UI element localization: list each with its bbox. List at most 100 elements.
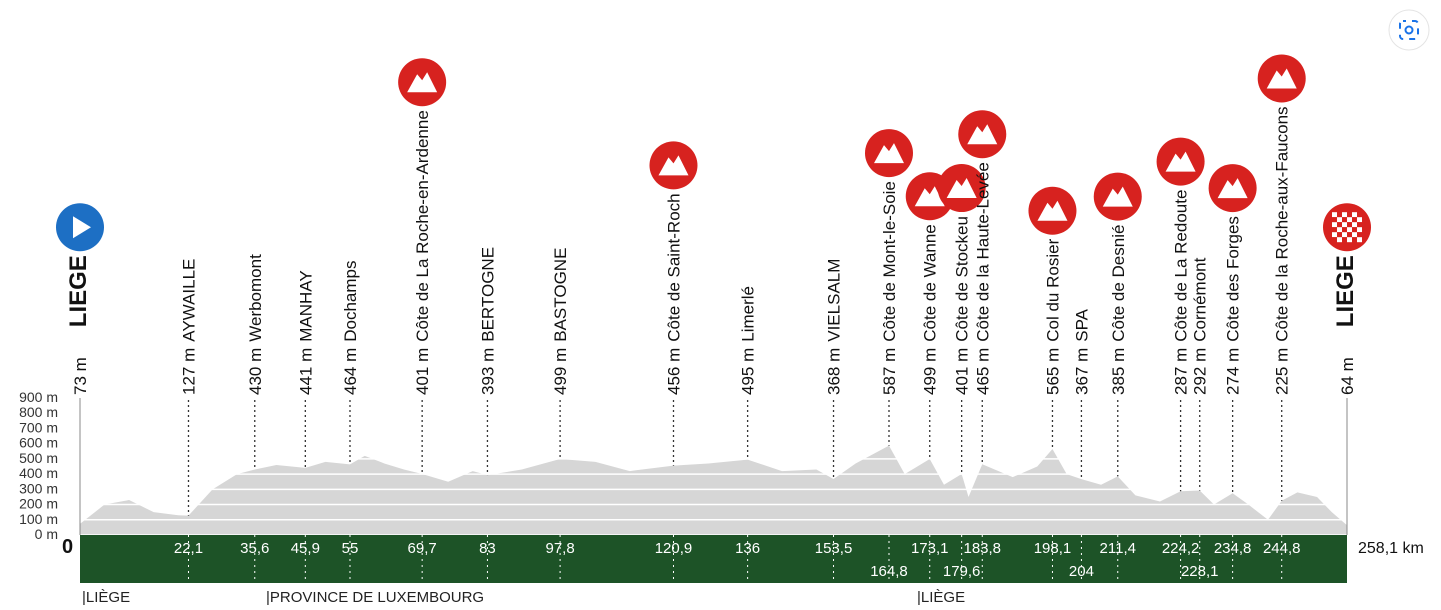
climb-icon <box>873 143 904 164</box>
km-label: 55 <box>342 540 359 557</box>
waypoint-label: 464 m Dochamps <box>341 260 360 395</box>
climb-icon <box>1037 200 1068 221</box>
waypoint-label: 73 m LIEGE <box>65 255 92 395</box>
finish-icon <box>1357 232 1362 238</box>
finish-icon <box>1352 217 1357 223</box>
y-tick-label: 600 m <box>19 435 58 451</box>
finish-icon <box>1352 227 1357 233</box>
waypoint-label: 393 m BERTOGNE <box>478 247 497 395</box>
waypoint-label: 499 m Côte de Wanne <box>921 224 940 395</box>
km-label: 69,7 <box>408 540 437 557</box>
waypoint-label: 499 m BASTOGNE <box>551 248 570 395</box>
km-label: 120,9 <box>655 540 693 557</box>
waypoint-elevation: 441 m <box>296 348 315 395</box>
finish-icon <box>1357 217 1362 223</box>
y-tick-label: 100 m <box>19 511 58 527</box>
climb-icon <box>1165 151 1196 172</box>
screenshot-button[interactable] <box>1388 9 1430 51</box>
waypoint-name: VIELSALM <box>825 259 844 342</box>
waypoint-elevation: 64 m <box>1338 357 1357 395</box>
km-label: 22,1 <box>174 540 203 557</box>
finish-icon <box>1332 227 1337 233</box>
waypoint-name: Côte de Wanne <box>921 224 940 342</box>
y-tick-label: 400 m <box>19 465 58 481</box>
km-label: 258,1 km <box>1358 540 1424 557</box>
finish-icon <box>1357 212 1362 218</box>
waypoint-elevation: 292 m <box>1191 348 1210 395</box>
waypoint-elevation: 367 m <box>1072 348 1091 395</box>
km-label: 228,1 <box>1181 563 1219 580</box>
waypoint-name: AYWAILLE <box>179 259 198 342</box>
finish-icon <box>1342 217 1347 223</box>
waypoint-elevation: 225 m <box>1273 348 1292 395</box>
y-tick-label: 800 m <box>19 404 58 420</box>
region-label: |LIÈGE <box>82 589 130 606</box>
waypoint-name: MANHAY <box>296 270 315 341</box>
waypoint-elevation: 368 m <box>825 348 844 395</box>
waypoint-elevation: 430 m <box>246 348 265 395</box>
waypoint-elevation: 565 m <box>1043 348 1062 395</box>
waypoint-elevation: 499 m <box>551 348 570 395</box>
finish-icon <box>1342 212 1347 218</box>
finish-icon <box>1357 227 1362 233</box>
waypoint-name: Côte de La Roche-en-Ardenne <box>413 110 432 342</box>
region-label: |PROVINCE DE LUXEMBOURG <box>266 589 484 606</box>
waypoint-name: Cornémont <box>1191 257 1210 341</box>
waypoint-name: LIEGE <box>1332 255 1359 327</box>
finish-icon <box>1332 237 1337 243</box>
waypoint-elevation: 465 m <box>973 348 992 395</box>
waypoint-label: 495 m Limerlé <box>739 286 758 395</box>
waypoint-elevation: 499 m <box>921 348 940 395</box>
waypoint-name: Côte de Stockeu <box>953 216 972 342</box>
waypoint-elevation: 456 m <box>664 348 683 395</box>
waypoint-label: 225 m Côte de la Roche-aux-Faucons <box>1273 106 1292 395</box>
finish-icon <box>1332 212 1337 218</box>
km-label: 234,8 <box>1214 540 1252 557</box>
finish-icon <box>1347 222 1352 228</box>
waypoint-elevation: 393 m <box>478 348 497 395</box>
elevation-area <box>80 445 1347 535</box>
waypoint-elevation: 385 m <box>1109 348 1128 395</box>
finish-icon <box>1332 217 1337 223</box>
waypoint-label: 274 m Côte des Forges <box>1224 216 1243 395</box>
waypoint-label: 64 m LIEGE <box>1332 255 1359 395</box>
waypoint-name: BERTOGNE <box>478 247 497 342</box>
waypoint-name: Limerlé <box>739 286 758 342</box>
waypoint-label: 401 m Côte de Stockeu <box>953 216 972 395</box>
waypoint-name: Côte de Saint-Roch <box>664 193 683 341</box>
waypoint-label: 401 m Côte de La Roche-en-Ardenne <box>413 110 432 395</box>
finish-icon <box>1357 237 1362 243</box>
km-label: 35,6 <box>240 540 269 557</box>
waypoint-name: Côte de la Roche-aux-Faucons <box>1273 106 1292 341</box>
finish-icon <box>1347 217 1352 223</box>
y-tick-label: 500 m <box>19 450 58 466</box>
waypoint-elevation: 127 m <box>179 348 198 395</box>
km-label: 136 <box>735 540 760 557</box>
waypoint-label: 565 m Col du Rosier <box>1043 238 1062 395</box>
y-tick-label: 200 m <box>19 496 58 512</box>
waypoint-name: Côte de La Redoute <box>1172 190 1191 342</box>
km-label: 198,1 <box>1034 540 1072 557</box>
waypoint-elevation: 495 m <box>739 348 758 395</box>
waypoint-name: Côte des Forges <box>1224 216 1243 342</box>
km-label: 153,5 <box>815 540 853 557</box>
finish-icon <box>1352 212 1357 218</box>
waypoint-label: 430 m Werbomont <box>246 254 265 395</box>
climb-icon <box>658 155 689 176</box>
waypoint-elevation: 274 m <box>1224 348 1243 395</box>
km-label: 164,8 <box>870 563 908 580</box>
finish-icon <box>1347 227 1352 233</box>
finish-icon <box>1337 212 1342 218</box>
waypoint-label: 287 m Côte de La Redoute <box>1172 190 1191 395</box>
climb-icon <box>1266 68 1297 89</box>
km-label: 97,8 <box>545 540 574 557</box>
waypoint-label: 385 m Côte de Desnié <box>1109 225 1128 395</box>
km-label: 204 <box>1069 563 1094 580</box>
waypoint-label: 465 m Côte de la Haute-Levée <box>973 162 992 395</box>
finish-icon <box>1347 212 1352 218</box>
climb-icon <box>1102 186 1133 207</box>
waypoint-label: 587 m Côte de Mont-le-Soie <box>880 181 899 395</box>
finish-icon <box>1347 232 1352 238</box>
waypoint-label: 127 m AYWAILLE <box>179 259 198 395</box>
